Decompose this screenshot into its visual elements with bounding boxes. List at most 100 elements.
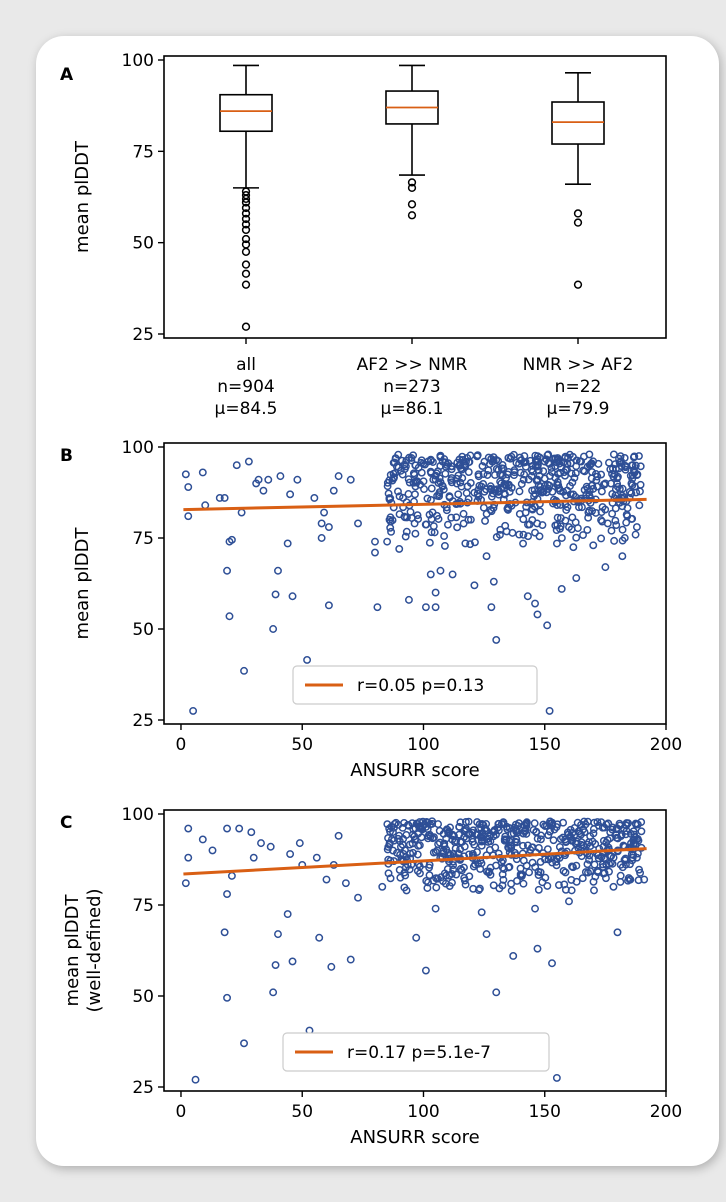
scatter-point xyxy=(447,513,456,522)
panel-c-legend-box xyxy=(282,1032,550,1072)
scatter-point xyxy=(601,563,610,572)
scatter-point xyxy=(421,603,430,612)
scatter-point xyxy=(371,537,379,546)
scatter-point xyxy=(439,849,448,858)
scatter-point xyxy=(501,521,510,530)
scatter-point xyxy=(588,837,597,846)
box-outlier xyxy=(241,280,251,289)
scatter-point xyxy=(407,456,416,465)
panel-a-group-mean: μ=84.5 xyxy=(215,399,278,419)
scatter-point xyxy=(538,521,547,529)
scatter-point xyxy=(620,534,629,542)
scatter-point xyxy=(406,507,415,516)
scatter-point xyxy=(310,494,319,502)
scatter-point xyxy=(565,523,573,532)
scatter-point xyxy=(505,844,514,853)
scatter-point xyxy=(461,880,470,889)
scatter-point xyxy=(315,933,324,942)
scatter-point xyxy=(443,520,452,529)
scatter-point xyxy=(569,543,578,552)
scatter-point xyxy=(561,885,570,894)
scatter-point xyxy=(477,841,486,850)
scatter-point xyxy=(521,508,530,517)
scatter-point xyxy=(448,835,457,844)
scatter-point xyxy=(597,516,606,525)
box-outlier xyxy=(407,211,417,220)
scatter-point xyxy=(334,831,343,840)
scatter-point xyxy=(385,839,394,848)
box-outlier xyxy=(407,200,417,209)
scatter-point xyxy=(627,489,636,498)
scatter-point xyxy=(504,503,513,512)
panel-b-legend-label: r=0.05 p=0.13 xyxy=(357,676,484,696)
scatter-point xyxy=(564,453,572,462)
scatter-point xyxy=(373,603,382,612)
scatter-point xyxy=(388,516,397,525)
scatter-point xyxy=(474,472,483,481)
panel-b-ylabel: mean plDDT xyxy=(72,527,93,640)
scatter-point xyxy=(553,478,562,486)
scatter-point xyxy=(562,491,570,500)
scatter-point xyxy=(346,955,355,964)
scatter-point xyxy=(410,519,419,528)
scatter-point xyxy=(594,821,603,830)
scatter-point xyxy=(184,853,193,862)
scatter-point xyxy=(274,930,282,939)
scatter-point xyxy=(621,860,630,869)
scatter-point xyxy=(469,826,478,835)
scatter-point xyxy=(625,875,634,884)
scatter-point xyxy=(577,830,585,839)
scatter-point xyxy=(486,484,495,493)
scatter-point xyxy=(572,462,581,471)
scatter-point xyxy=(276,472,285,481)
box-outlier xyxy=(407,178,417,187)
scatter-point xyxy=(474,485,483,494)
scatter-point xyxy=(534,885,543,894)
scatter-point xyxy=(589,457,598,466)
scatter-point xyxy=(184,512,193,521)
scatter-point xyxy=(556,514,565,523)
scatter-point xyxy=(601,479,610,488)
scatter-point xyxy=(454,490,463,499)
panel-c-trend-line xyxy=(183,847,647,876)
scatter-point xyxy=(531,863,540,872)
scatter-point xyxy=(413,850,422,859)
scatter-point xyxy=(431,471,440,480)
scatter-point xyxy=(594,868,603,877)
scatter-point xyxy=(617,832,625,841)
scatter-point xyxy=(386,523,395,532)
scatter-point xyxy=(479,503,488,512)
scatter-point xyxy=(459,519,468,528)
scatter-point xyxy=(544,484,553,493)
scatter-point xyxy=(608,490,617,498)
scatter-point xyxy=(622,518,631,527)
scatter-point xyxy=(465,872,474,881)
box-outlier xyxy=(241,214,251,224)
scatter-point xyxy=(484,834,493,843)
scatter-point xyxy=(264,475,273,484)
scatter-point xyxy=(408,830,417,839)
scatter-point xyxy=(431,588,440,597)
box-outlier xyxy=(573,218,583,227)
panel-c-xtick-label: 150 xyxy=(529,1102,561,1122)
scatter-point xyxy=(460,842,469,851)
scatter-point xyxy=(482,820,491,828)
scatter-point xyxy=(578,874,587,883)
scatter-point xyxy=(533,462,542,471)
scatter-point xyxy=(431,904,440,913)
scatter-point xyxy=(532,828,541,837)
scatter-point xyxy=(536,483,545,491)
scatter-point xyxy=(475,884,484,893)
scatter-point xyxy=(295,839,304,848)
scatter-point xyxy=(440,532,449,541)
scatter-point xyxy=(519,539,528,548)
scatter-point xyxy=(533,610,542,619)
panel-b-legend-box xyxy=(292,665,538,705)
scatter-point xyxy=(557,534,566,542)
scatter-point xyxy=(428,819,437,828)
panel-c-xtick-label: 200 xyxy=(650,1102,682,1122)
box-outlier xyxy=(573,209,583,218)
scatter-point xyxy=(459,509,468,518)
scatter-point xyxy=(427,515,436,524)
